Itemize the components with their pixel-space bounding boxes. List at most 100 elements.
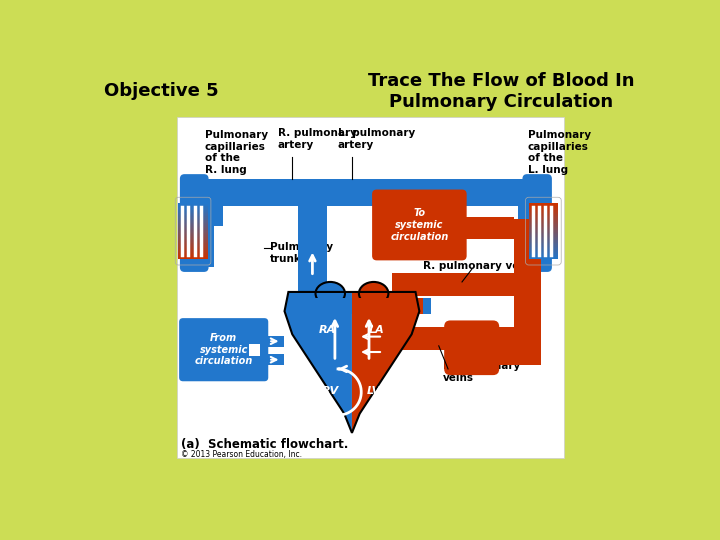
Bar (191, 179, 214, 267)
Bar (179, 222, 208, 224)
Bar (528, 212, 558, 213)
Bar (179, 234, 208, 235)
Bar (179, 239, 208, 240)
Bar (179, 246, 208, 247)
FancyBboxPatch shape (372, 190, 467, 260)
Bar (264, 354, 284, 365)
Bar (528, 248, 558, 249)
Bar (528, 251, 558, 252)
Bar (179, 214, 208, 215)
Bar (179, 232, 208, 233)
Bar (179, 206, 208, 207)
Bar (179, 227, 208, 228)
Bar (528, 258, 558, 259)
Bar (528, 234, 558, 235)
Text: L. pulmonary
artery: L. pulmonary artery (338, 128, 415, 150)
Bar (528, 222, 558, 224)
FancyBboxPatch shape (523, 174, 552, 272)
Polygon shape (284, 292, 352, 433)
Bar (528, 218, 558, 219)
Bar (528, 235, 558, 236)
Bar (528, 241, 558, 242)
Bar (528, 254, 558, 255)
Bar (179, 230, 208, 231)
Bar (528, 225, 558, 226)
Bar (528, 217, 558, 218)
Bar (179, 208, 208, 209)
Bar (191, 179, 541, 206)
Bar (528, 227, 558, 228)
Bar (179, 242, 208, 244)
Bar (179, 252, 208, 253)
Bar (528, 226, 558, 227)
Bar (528, 231, 558, 232)
Bar (528, 240, 558, 241)
Bar (179, 211, 208, 212)
Text: © 2013 Pearson Education, Inc.: © 2013 Pearson Education, Inc. (181, 450, 302, 459)
Bar (179, 226, 208, 227)
Bar (528, 233, 558, 234)
Text: (a)  Schematic flowchart.: (a) Schematic flowchart. (181, 438, 348, 451)
Bar (514, 219, 541, 253)
Bar (392, 273, 423, 296)
Bar (528, 208, 558, 209)
Bar (191, 204, 223, 226)
Bar (179, 254, 208, 255)
Bar (179, 213, 208, 214)
Bar (528, 224, 558, 225)
Bar (528, 232, 558, 233)
Bar (289, 298, 352, 314)
Bar (514, 273, 541, 350)
Bar (528, 239, 558, 240)
Bar (179, 235, 208, 236)
Bar (528, 209, 558, 210)
Bar (528, 256, 558, 257)
Bar (528, 253, 558, 254)
Bar (528, 237, 558, 238)
Ellipse shape (315, 282, 345, 305)
Bar (179, 238, 208, 239)
Bar (528, 249, 558, 251)
Text: R. pulmonary veins: R. pulmonary veins (423, 261, 536, 271)
Bar (179, 228, 208, 229)
Text: R. pulmonary
artery: R. pulmonary artery (277, 128, 356, 150)
Text: Pulmonary
capillaries
of the
R. lung: Pulmonary capillaries of the R. lung (204, 130, 268, 175)
Bar (179, 247, 208, 248)
Bar (352, 298, 423, 314)
Bar (179, 256, 208, 257)
Text: LA: LA (369, 326, 384, 335)
Bar (179, 248, 208, 249)
Polygon shape (352, 292, 419, 433)
Bar (528, 245, 558, 246)
Bar (528, 213, 558, 214)
Bar (528, 257, 558, 258)
Bar (179, 249, 208, 251)
Bar (528, 242, 558, 244)
Ellipse shape (359, 282, 388, 305)
Bar (297, 202, 327, 303)
Bar (528, 230, 558, 231)
Bar (179, 231, 208, 232)
Bar (532, 234, 541, 256)
Bar (179, 237, 208, 238)
FancyBboxPatch shape (179, 318, 269, 381)
Bar (264, 336, 284, 347)
Text: From
systemic
circulation: From systemic circulation (194, 333, 253, 366)
Text: Pulmonary
capillaries
of the
L. lung: Pulmonary capillaries of the L. lung (528, 130, 591, 175)
Text: RA: RA (318, 326, 336, 335)
Bar (528, 211, 558, 212)
Bar (179, 221, 208, 222)
Text: LV: LV (366, 386, 381, 395)
FancyBboxPatch shape (444, 320, 499, 375)
Bar (528, 247, 558, 248)
Bar (179, 257, 208, 258)
Bar (528, 228, 558, 229)
Bar (179, 233, 208, 234)
Bar (191, 179, 541, 206)
Text: L. pulmonary
veins: L. pulmonary veins (443, 361, 520, 383)
Bar (179, 205, 208, 206)
Bar (528, 207, 558, 208)
Bar (528, 205, 558, 206)
Bar (528, 215, 558, 217)
FancyBboxPatch shape (180, 174, 209, 272)
